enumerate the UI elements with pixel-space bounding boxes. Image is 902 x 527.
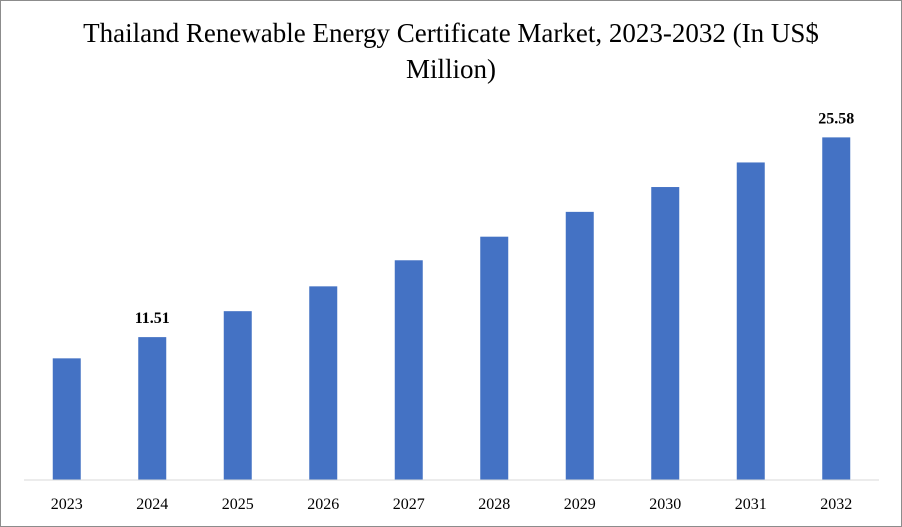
x-tick-label: 2030	[649, 496, 681, 513]
x-tick-label: 2026	[307, 496, 339, 513]
x-tick-label: 2025	[222, 496, 254, 513]
data-label: 11.51	[135, 310, 170, 327]
data-label: 25.58	[818, 110, 854, 127]
bar-2028	[480, 236, 509, 480]
bar-2026	[309, 286, 338, 480]
bar-2032	[822, 137, 851, 480]
x-tick-label: 2024	[136, 496, 168, 513]
bar-2025	[223, 311, 252, 480]
x-tick-label: 2032	[820, 496, 852, 513]
bar-2030	[651, 187, 680, 480]
bar-2031	[736, 162, 765, 480]
x-tick-label: 2031	[735, 496, 767, 513]
x-tick-label: 2029	[564, 496, 596, 513]
x-tick-label: 2028	[478, 496, 510, 513]
bar-2027	[394, 260, 423, 480]
bar-2029	[565, 211, 594, 481]
x-tick-label: 2027	[393, 496, 425, 513]
chart-title: Thailand Renewable Energy Certificate Ma…	[83, 18, 819, 84]
x-tick-label: 2023	[51, 496, 83, 513]
bar-2023	[52, 358, 81, 480]
bar-2024	[138, 337, 167, 480]
